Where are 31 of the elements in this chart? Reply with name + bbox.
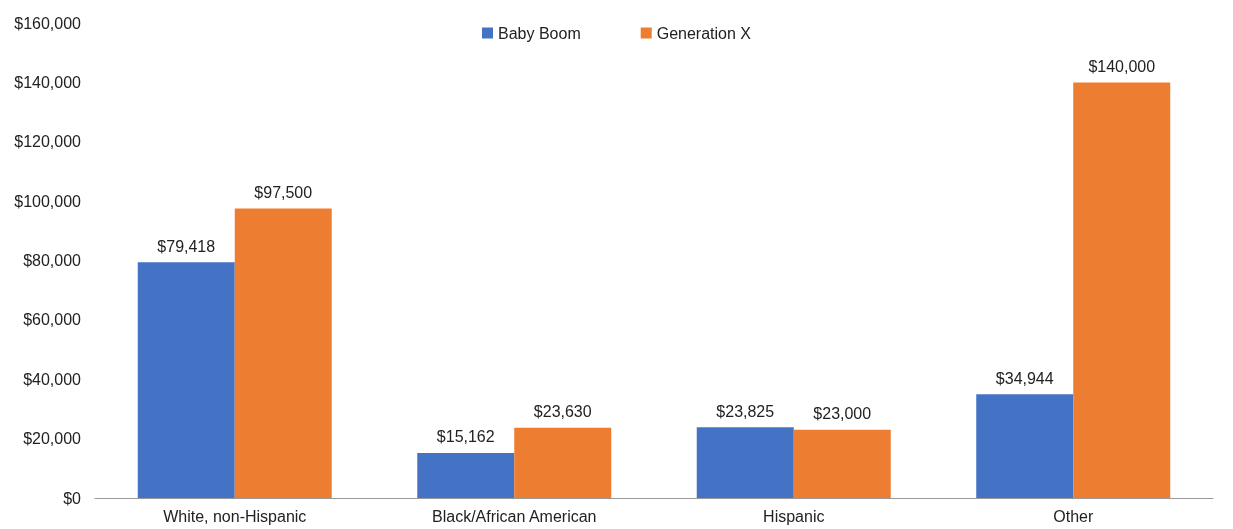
bar bbox=[696, 427, 794, 498]
bar bbox=[234, 208, 332, 498]
x-tick-label: Hispanic bbox=[763, 507, 825, 525]
text: $23,825 bbox=[716, 402, 775, 420]
text: $23,630 bbox=[533, 403, 592, 421]
y-tick-label: $120,000 bbox=[14, 133, 82, 151]
y-tick-label: $40,000 bbox=[23, 370, 82, 388]
y-tick-label: $20,000 bbox=[23, 430, 82, 448]
y-tick-label: $100,000 bbox=[14, 192, 82, 210]
y-tick-label: $140,000 bbox=[14, 73, 82, 91]
y-tick-label: $80,000 bbox=[23, 252, 82, 269]
bar bbox=[137, 262, 235, 498]
y-tick-label: $60,000 bbox=[23, 311, 82, 329]
bar bbox=[1073, 82, 1171, 498]
bar bbox=[417, 452, 515, 498]
text: $23,000 bbox=[813, 405, 872, 423]
bar bbox=[976, 394, 1074, 498]
x-tick-label: White, non-Hispanic bbox=[163, 507, 307, 525]
text: $34,944 bbox=[995, 369, 1054, 387]
bar bbox=[514, 427, 612, 498]
legend-label: Generation X bbox=[656, 24, 752, 42]
text: $79,418 bbox=[157, 237, 216, 255]
text: $15,162 bbox=[436, 428, 495, 446]
text: $97,500 bbox=[254, 184, 313, 202]
legend-label: Baby Boom bbox=[498, 24, 581, 42]
x-tick-label: Black/African American bbox=[431, 507, 597, 525]
y-tick-label: $0 bbox=[63, 489, 82, 507]
text: $140,000 bbox=[1088, 57, 1156, 75]
y-tick-label: $160,000 bbox=[14, 14, 82, 32]
x-tick-label: Other bbox=[1053, 507, 1094, 525]
bar bbox=[793, 429, 891, 498]
